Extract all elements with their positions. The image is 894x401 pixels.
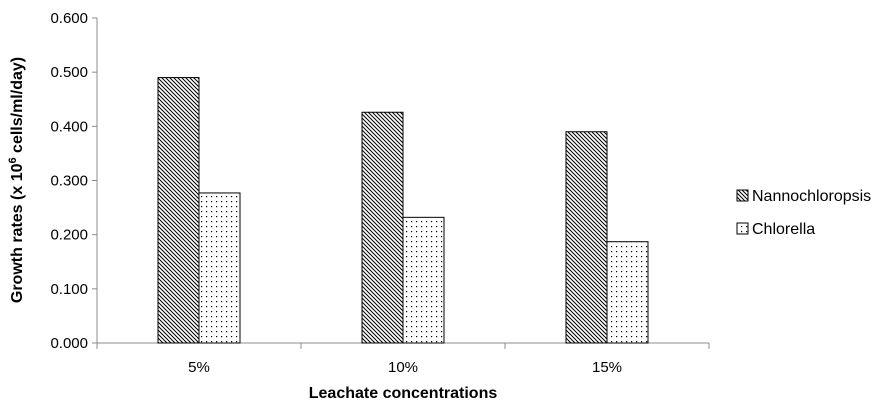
bar-nannochloropsis-5pct — [157, 77, 200, 344]
y-tick-label: 0.600 — [50, 10, 88, 27]
x-tick-label: 10% — [388, 359, 418, 376]
x-axis — [96, 342, 710, 349]
y-axis-title-superscript: 6 — [7, 157, 19, 163]
y-axis-title: Growth rates (x 106 cells/ml/day) — [7, 57, 26, 303]
y-tick-label: 0.500 — [50, 64, 88, 81]
x-axis-title: Leachate concentrations — [309, 385, 498, 401]
x-tick-label: 15% — [592, 359, 622, 376]
legend-swatch-nannochloropsis — [736, 189, 749, 202]
bar-chlorella-5pct — [198, 192, 241, 344]
x-tick-labels: 5% 10% 15% — [188, 359, 622, 376]
legend: Nannochloropsis Chlorella — [736, 188, 871, 238]
y-tick-label: 0.300 — [50, 173, 88, 190]
bar-nannochloropsis-10pct — [361, 111, 404, 344]
x-tick-label: 5% — [188, 359, 210, 376]
y-tick-label: 0.400 — [50, 118, 88, 135]
y-axis-title-unit: cells/ml/day) — [9, 57, 26, 158]
y-tick-label: 0.000 — [50, 335, 88, 352]
bar-chlorella-15pct — [606, 241, 649, 344]
y-tick-label: 0.100 — [50, 281, 88, 298]
y-tick-label: 0.200 — [50, 227, 88, 244]
legend-label-nannochloropsis: Nannochloropsis — [752, 188, 871, 205]
bar-chlorella-10pct — [402, 216, 445, 344]
legend-label-chlorella: Chlorella — [752, 221, 815, 238]
bars — [157, 77, 649, 344]
bar-nannochloropsis-15pct — [565, 131, 608, 344]
y-axis-title-main: Growth rates (x 10 — [9, 163, 26, 303]
legend-swatch-chlorella — [736, 222, 749, 235]
y-axis: 0.000 0.100 0.200 0.300 0.400 0.500 0.600 — [50, 10, 98, 352]
